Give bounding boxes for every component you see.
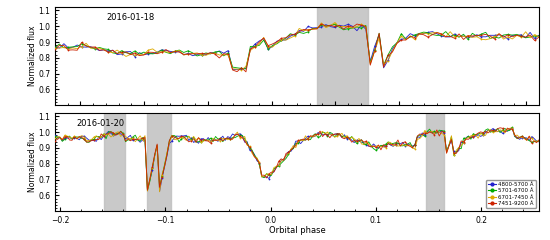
Text: 2016-01-20: 2016-01-20 <box>76 119 124 128</box>
Legend: 4800-5700 Å, 5701-6700 Å, 6701-7450 Å, 7451-9200 Å: 4800-5700 Å, 5701-6700 Å, 6701-7450 Å, 7… <box>486 180 536 208</box>
Y-axis label: Normalized flux: Normalized flux <box>28 26 37 86</box>
Bar <box>426 113 444 211</box>
Text: 2016-01-18: 2016-01-18 <box>106 13 154 22</box>
X-axis label: Orbital phase: Orbital phase <box>268 227 326 235</box>
Bar <box>317 7 368 105</box>
Y-axis label: Normalized flux: Normalized flux <box>28 132 37 192</box>
Bar <box>104 113 125 211</box>
Bar <box>146 113 170 211</box>
